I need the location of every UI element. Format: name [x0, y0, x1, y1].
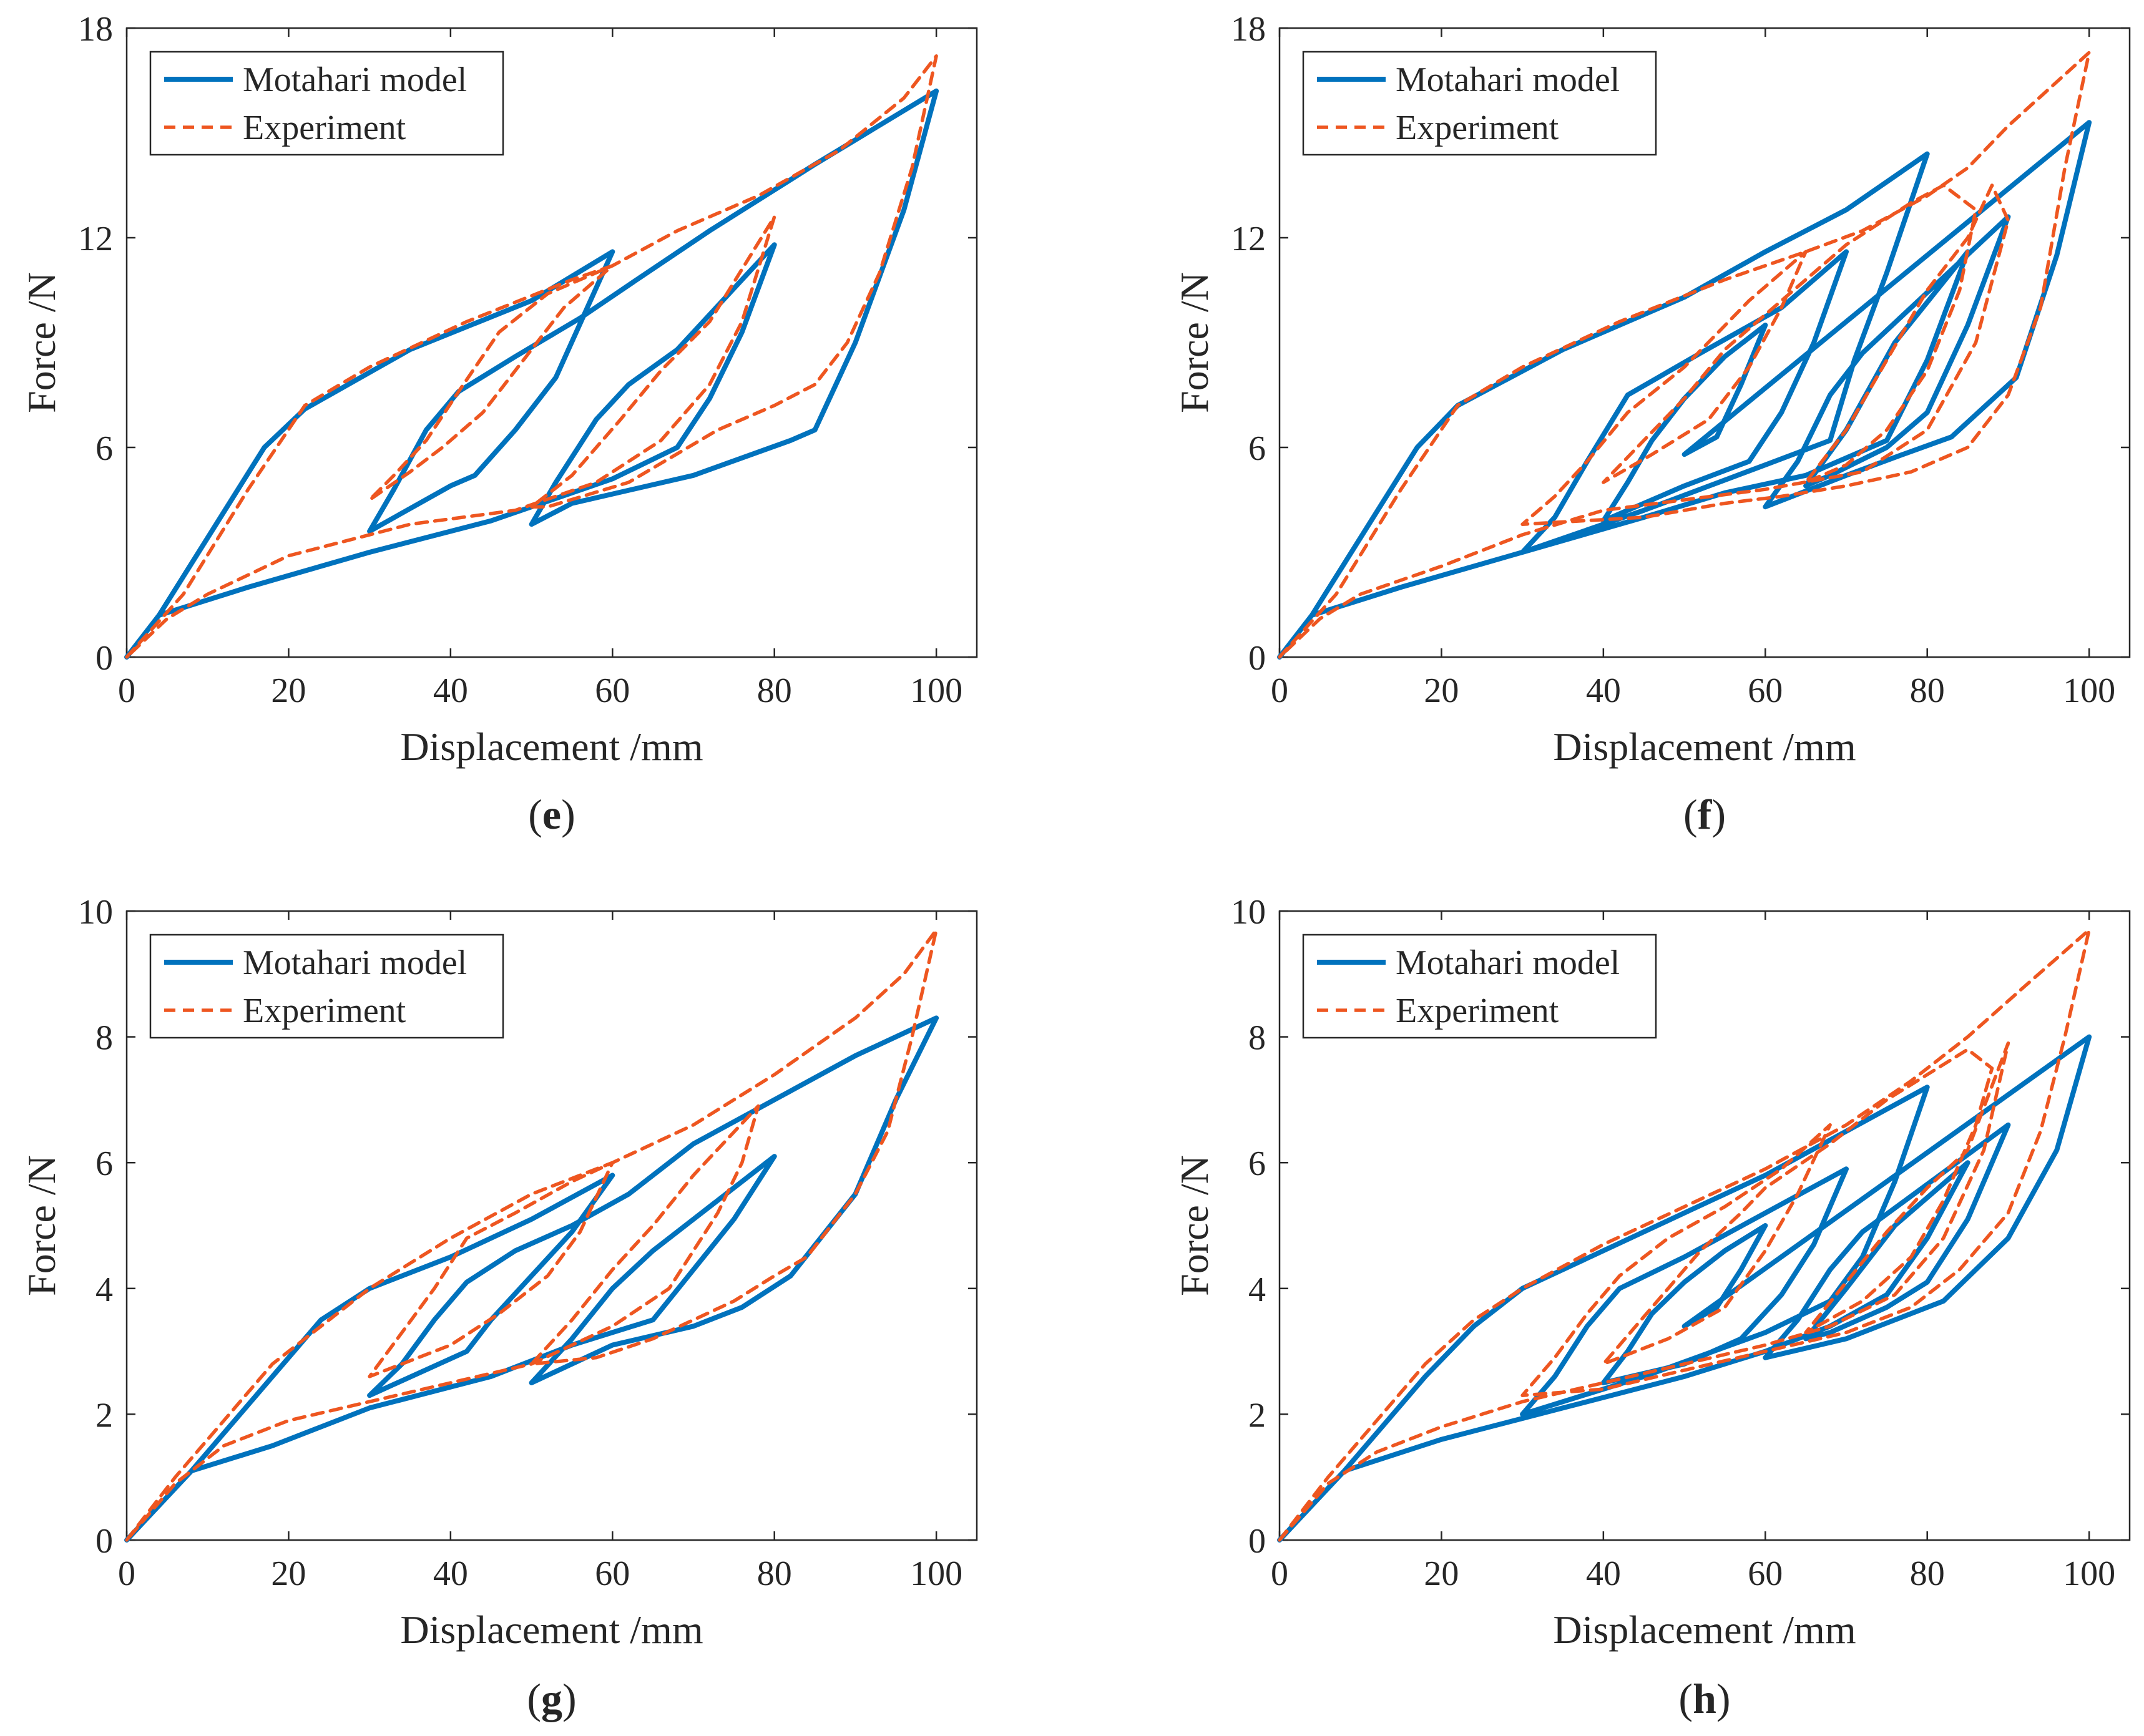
y-tick-label: 4: [1248, 1270, 1266, 1309]
x-tick-label: 0: [118, 671, 135, 710]
x-tick-label: 100: [910, 671, 962, 710]
x-tick-label: 20: [1424, 671, 1459, 710]
y-tick-label: 10: [1231, 893, 1266, 932]
x-tick-label: 100: [910, 1554, 962, 1593]
x-tick-label: 20: [271, 671, 306, 710]
x-axis-label: Displacement /mm: [400, 1607, 703, 1652]
x-tick-label: 80: [757, 671, 792, 710]
model-series-line: [1277, 120, 2092, 660]
panel-label: (g): [527, 1675, 576, 1722]
y-tick-label: 0: [95, 639, 113, 678]
x-tick-label: 40: [433, 671, 468, 710]
model-series-line: [1277, 1034, 2092, 1543]
legend-box: [1302, 934, 1657, 1039]
x-tick-label: 20: [271, 1554, 306, 1593]
model-series-line: [124, 88, 939, 660]
x-axis-label: Displacement /mm: [1553, 724, 1856, 769]
y-axis-label: Force /N: [19, 1155, 64, 1296]
x-tick-label: 80: [1910, 671, 1945, 710]
y-tick-label: 18: [1231, 10, 1266, 49]
y-tick-label: 8: [95, 1019, 113, 1058]
panel-label-letter: h: [1693, 1675, 1716, 1722]
experiment-series-line: [125, 928, 938, 1542]
experiment-series-line: [1278, 51, 2091, 659]
x-tick-label: 20: [1424, 1554, 1459, 1593]
x-tick-label: 100: [2063, 1554, 2115, 1593]
legend-experiment-label: Experiment: [243, 109, 406, 147]
legend: Motahari model Experiment: [1302, 934, 1657, 1039]
x-tick-label: 60: [595, 1554, 630, 1593]
x-tick-label: 60: [595, 671, 630, 710]
y-tick-label: 0: [95, 1522, 113, 1561]
x-tick-label: 60: [1748, 1554, 1783, 1593]
x-tick-label: 80: [757, 1554, 792, 1593]
chart-panel-f: 0 20 40 60 80 100 0 6 12 18 Displacement /mm Force …: [1172, 10, 2131, 838]
y-axis-label: Force /N: [1172, 1155, 1216, 1296]
legend-box: [149, 934, 504, 1039]
y-tick-label: 0: [1248, 1522, 1266, 1561]
y-tick-label: 10: [78, 893, 113, 932]
x-tick-label: 0: [118, 1554, 135, 1593]
y-axis-label: Force /N: [19, 272, 64, 413]
x-tick-label: 60: [1748, 671, 1783, 710]
legend-experiment-label: Experiment: [1396, 992, 1559, 1030]
legend: Motahari model Experiment: [149, 51, 504, 156]
experiment-series-line: [125, 54, 938, 659]
y-tick-label: 18: [78, 10, 113, 49]
y-tick-label: 12: [1231, 220, 1266, 258]
y-tick-label: 2: [1248, 1396, 1266, 1435]
panel-label-letter: g: [541, 1675, 562, 1722]
chart-panel-h: 0 20 40 60 80 100 0 2 4 6 8 10 Displacement /mm Force…: [1172, 893, 2131, 1722]
y-tick-label: 8: [1248, 1019, 1266, 1058]
chart-panel-e: 0 20 40 60 80 100 0 6 12 18 Displacement /mm Force …: [19, 10, 978, 838]
panel-label-letter: f: [1698, 791, 1713, 838]
x-tick-label: 100: [2063, 671, 2115, 710]
x-axis-label: Displacement /mm: [1553, 1607, 1856, 1652]
legend-box: [1302, 51, 1657, 156]
legend-experiment-label: Experiment: [243, 992, 406, 1030]
x-tick-label: 40: [1586, 671, 1621, 710]
panel-label: (e): [528, 791, 575, 838]
legend: Motahari model Experiment: [149, 934, 504, 1039]
y-tick-label: 6: [1248, 429, 1266, 468]
legend: Motahari model Experiment: [1302, 51, 1657, 156]
legend-box: [149, 51, 504, 156]
model-series-line: [124, 1015, 939, 1543]
x-tick-label: 0: [1271, 671, 1288, 710]
x-tick-label: 40: [433, 1554, 468, 1593]
y-tick-label: 6: [95, 429, 113, 468]
panel-label: (h): [1678, 1675, 1730, 1722]
legend-model-label: Motahari model: [243, 944, 467, 982]
panel-label: (f): [1683, 791, 1726, 838]
legend-model-label: Motahari model: [1396, 944, 1620, 982]
y-tick-label: 2: [95, 1396, 113, 1435]
legend-model-label: Motahari model: [243, 61, 467, 99]
chart-panel-g: 0 20 40 60 80 100 0 2 4 6 8 10 Displacement /mm Force…: [19, 893, 978, 1722]
y-tick-label: 12: [78, 220, 113, 258]
experiment-series-line: [1278, 928, 2091, 1542]
legend-experiment-label: Experiment: [1396, 109, 1559, 147]
x-tick-label: 80: [1910, 1554, 1945, 1593]
y-axis-label: Force /N: [1172, 272, 1216, 413]
y-tick-label: 6: [95, 1144, 113, 1183]
panel-label-letter: e: [542, 791, 561, 838]
x-tick-label: 40: [1586, 1554, 1621, 1593]
y-tick-label: 6: [1248, 1144, 1266, 1183]
y-tick-label: 0: [1248, 639, 1266, 678]
x-tick-label: 0: [1271, 1554, 1288, 1593]
y-tick-label: 4: [95, 1270, 113, 1309]
legend-model-label: Motahari model: [1396, 61, 1620, 99]
x-axis-label: Displacement /mm: [400, 724, 703, 769]
